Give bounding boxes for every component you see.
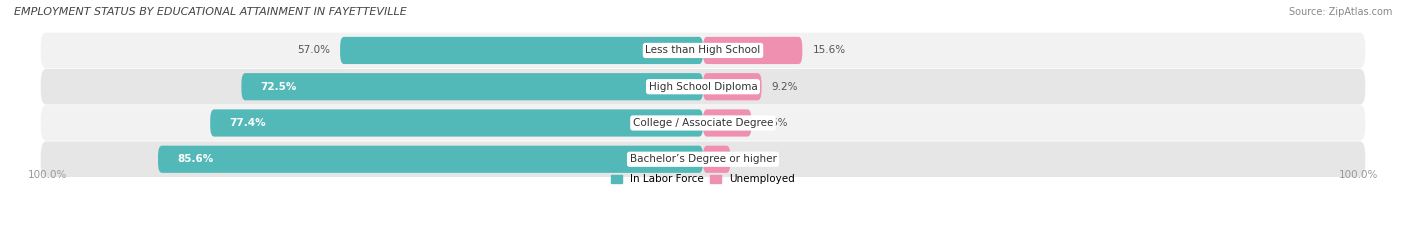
Text: 4.3%: 4.3% xyxy=(741,154,768,164)
Text: 85.6%: 85.6% xyxy=(177,154,214,164)
Text: College / Associate Degree: College / Associate Degree xyxy=(633,118,773,128)
Text: 15.6%: 15.6% xyxy=(813,45,845,55)
Text: High School Diploma: High School Diploma xyxy=(648,82,758,92)
FancyBboxPatch shape xyxy=(41,69,1365,104)
Text: Source: ZipAtlas.com: Source: ZipAtlas.com xyxy=(1288,7,1392,17)
Text: 77.4%: 77.4% xyxy=(229,118,266,128)
FancyBboxPatch shape xyxy=(703,109,751,137)
FancyBboxPatch shape xyxy=(703,37,803,64)
FancyBboxPatch shape xyxy=(211,109,703,137)
Text: 57.0%: 57.0% xyxy=(297,45,330,55)
FancyBboxPatch shape xyxy=(703,73,762,100)
FancyBboxPatch shape xyxy=(41,105,1365,141)
Text: 9.2%: 9.2% xyxy=(772,82,799,92)
Text: 72.5%: 72.5% xyxy=(260,82,297,92)
FancyBboxPatch shape xyxy=(41,141,1365,177)
Text: Less than High School: Less than High School xyxy=(645,45,761,55)
Text: EMPLOYMENT STATUS BY EDUCATIONAL ATTAINMENT IN FAYETTEVILLE: EMPLOYMENT STATUS BY EDUCATIONAL ATTAINM… xyxy=(14,7,406,17)
FancyBboxPatch shape xyxy=(242,73,703,100)
Text: 7.6%: 7.6% xyxy=(762,118,789,128)
FancyBboxPatch shape xyxy=(41,33,1365,68)
FancyBboxPatch shape xyxy=(340,37,703,64)
FancyBboxPatch shape xyxy=(157,146,703,173)
Text: 100.0%: 100.0% xyxy=(28,170,67,180)
FancyBboxPatch shape xyxy=(703,146,730,173)
Text: 100.0%: 100.0% xyxy=(1339,170,1378,180)
Text: Bachelor’s Degree or higher: Bachelor’s Degree or higher xyxy=(630,154,776,164)
Legend: In Labor Force, Unemployed: In Labor Force, Unemployed xyxy=(612,174,794,184)
